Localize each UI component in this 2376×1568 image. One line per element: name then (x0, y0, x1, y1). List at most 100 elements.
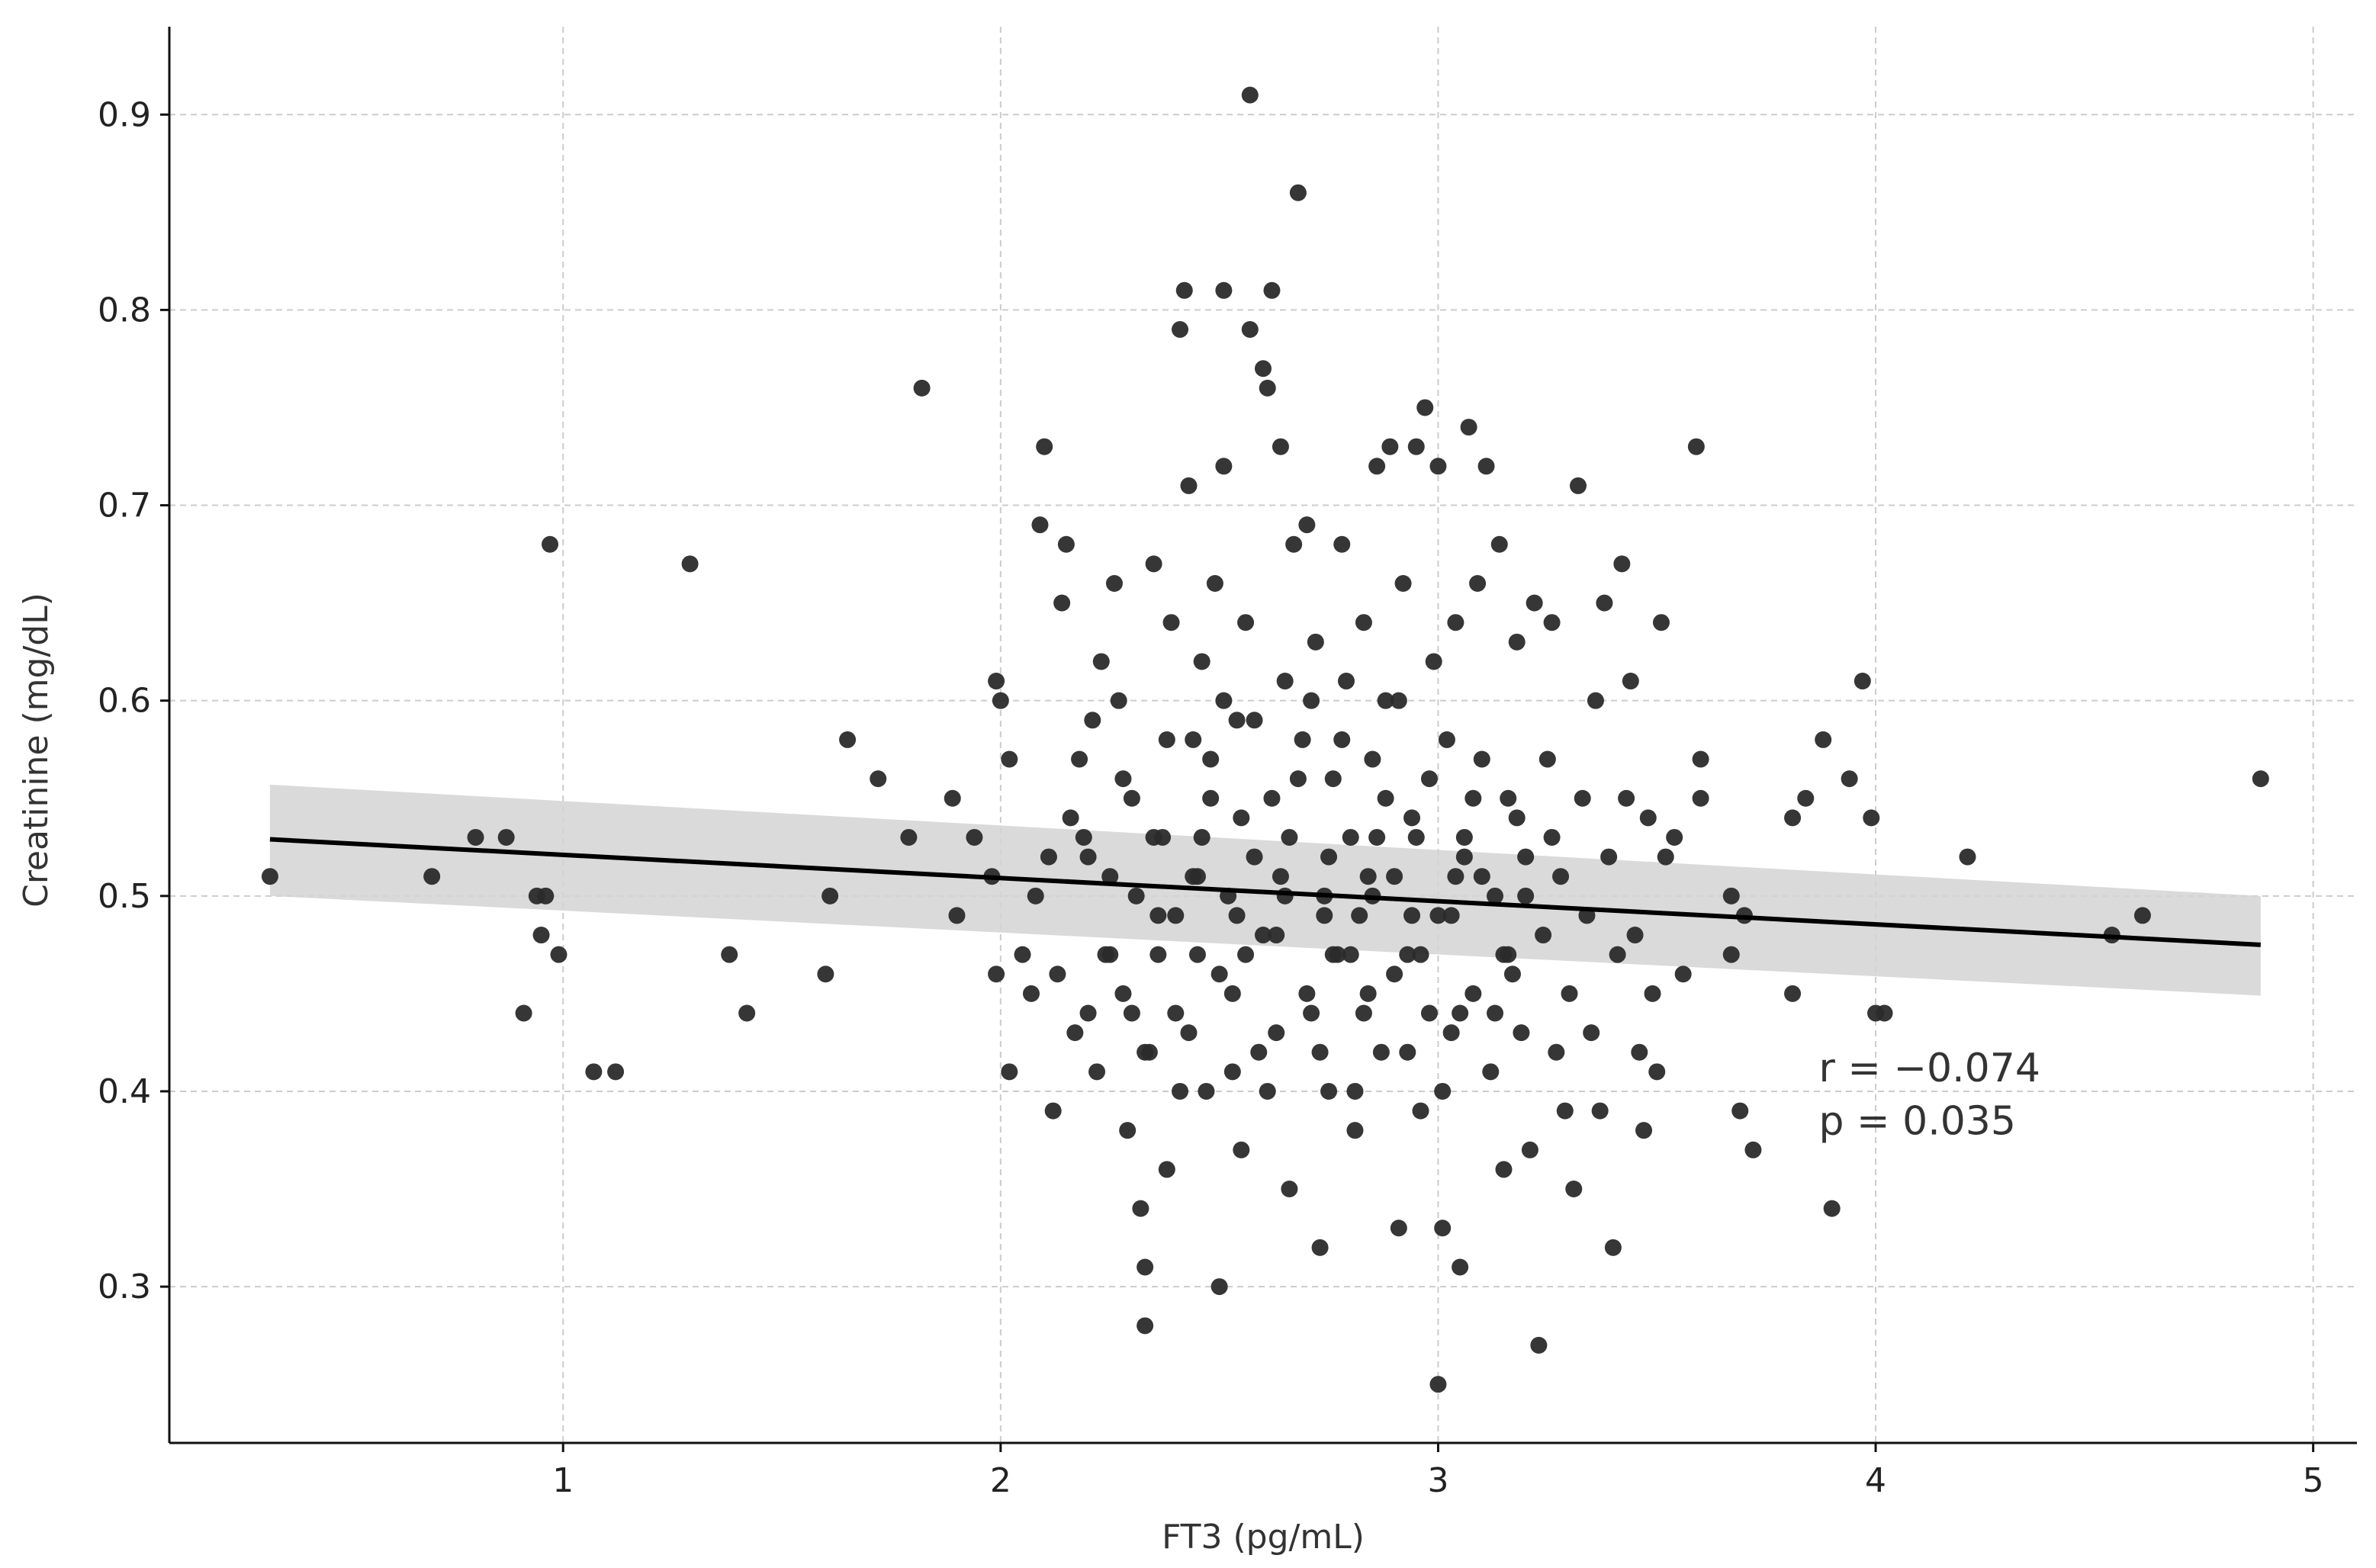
data-point (1460, 419, 1477, 436)
data-point (1420, 770, 1438, 788)
data-point (1613, 555, 1631, 573)
data-point (261, 868, 278, 885)
data-point (497, 828, 515, 846)
data-point (1692, 789, 1709, 807)
data-point (681, 555, 699, 573)
data-point (1215, 281, 1233, 299)
data-point (1372, 1043, 1390, 1061)
data-point (1215, 458, 1233, 475)
data-point (1722, 946, 1740, 963)
x-tick-label: 1 (552, 1461, 574, 1500)
data-point (423, 868, 441, 885)
data-point (1351, 907, 1368, 924)
data-point (1455, 828, 1473, 846)
data-point (1158, 731, 1175, 748)
data-point (1223, 1063, 1241, 1081)
data-point (1198, 1082, 1215, 1100)
x-tick-label: 2 (990, 1461, 1011, 1500)
data-point (1465, 985, 1482, 1002)
data-point (542, 535, 559, 553)
data-point (1079, 1004, 1097, 1022)
data-point (1049, 966, 1066, 983)
data-point (1487, 887, 1504, 904)
data-point (1101, 868, 1119, 885)
data-point (1062, 809, 1079, 827)
data-point (1465, 789, 1482, 807)
data-point (1473, 750, 1490, 768)
data-point (1452, 1004, 1469, 1022)
data-point (1639, 809, 1657, 827)
data-point (607, 1063, 625, 1081)
data-point (1442, 907, 1460, 924)
data-point (1455, 848, 1473, 866)
data-point (1206, 574, 1223, 592)
y-tick-label: 0.6 (98, 682, 151, 721)
data-point (1513, 1024, 1530, 1042)
data-point (1263, 281, 1281, 299)
data-point (1276, 673, 1294, 690)
data-point (1377, 789, 1394, 807)
data-point (1057, 535, 1075, 553)
data-point (1268, 1024, 1285, 1042)
data-point (1246, 848, 1263, 866)
data-point (1233, 1141, 1250, 1158)
data-point (1320, 848, 1338, 866)
data-point (1548, 1043, 1565, 1061)
y-tick-label: 0.4 (98, 1072, 151, 1111)
data-point (1211, 1278, 1228, 1296)
data-point (1088, 1063, 1106, 1081)
data-point (1303, 692, 1320, 709)
data-point (537, 887, 555, 904)
regression-line (269, 837, 2261, 947)
data-point (966, 828, 983, 846)
data-point (1543, 828, 1561, 846)
data-point (1569, 477, 1587, 494)
data-point (988, 673, 1005, 690)
data-point (1149, 946, 1167, 963)
data-point (1175, 281, 1193, 299)
data-point (1346, 1082, 1364, 1100)
data-point (1145, 828, 1162, 846)
data-point (1084, 712, 1101, 729)
data-point (1263, 789, 1281, 807)
data-point (1359, 985, 1377, 1002)
data-point (1268, 927, 1285, 944)
data-point (1583, 1024, 1600, 1042)
data-point (1123, 1004, 1140, 1022)
data-point (944, 789, 961, 807)
data-point (1342, 828, 1359, 846)
data-point (1692, 750, 1709, 768)
data-point (1167, 907, 1185, 924)
data-point (992, 692, 1009, 709)
data-point (1228, 712, 1246, 729)
data-point (988, 966, 1005, 983)
data-point (1123, 789, 1140, 807)
data-point (1027, 887, 1044, 904)
data-point (1346, 1122, 1364, 1139)
x-axis-title: FT3 (pg/mL) (1162, 1518, 1365, 1557)
data-point (1324, 946, 1342, 963)
data-point (1320, 1082, 1338, 1100)
data-point (1250, 1043, 1268, 1061)
data-point (1722, 887, 1740, 904)
data-point (1276, 887, 1294, 904)
y-tick-labels: 0.3 0.4 0.5 0.6 0.7 0.8 0.9 (98, 95, 169, 1306)
data-point (1092, 653, 1110, 670)
data-point (1075, 828, 1092, 846)
data-point (1447, 614, 1465, 631)
data-point (1420, 1004, 1438, 1022)
data-point (1162, 614, 1180, 631)
data-point (1044, 1102, 1062, 1120)
data-point (1237, 614, 1255, 631)
data-point (1854, 673, 1871, 690)
x-tick-labels: 1 2 3 4 5 (552, 1443, 2324, 1500)
data-point (1635, 1122, 1653, 1139)
data-point (1556, 1102, 1574, 1120)
x-tick-label: 3 (1427, 1461, 1448, 1500)
data-point (1202, 750, 1220, 768)
data-point (1202, 789, 1220, 807)
data-point (1324, 770, 1342, 788)
data-point (1604, 1239, 1622, 1256)
data-point (1281, 1181, 1298, 1198)
